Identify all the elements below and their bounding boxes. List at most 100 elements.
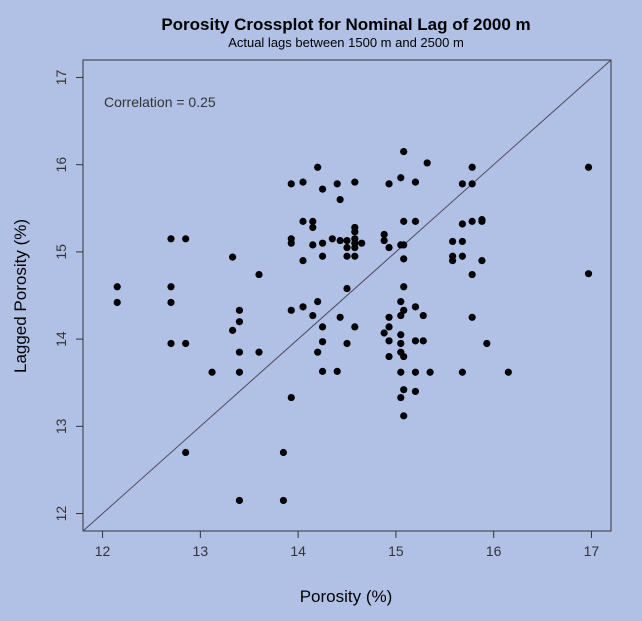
data-point <box>343 252 351 260</box>
data-point <box>235 496 244 505</box>
data-point <box>400 352 408 361</box>
data-point <box>336 195 344 204</box>
data-point <box>385 337 393 345</box>
data-point <box>423 159 431 167</box>
data-point <box>351 228 359 236</box>
data-point <box>468 270 476 279</box>
x-axis: 12 13 14 15 16 17 <box>95 531 600 559</box>
data-point <box>400 147 408 156</box>
data-point <box>411 337 420 345</box>
data-point <box>380 329 388 337</box>
data-point <box>167 283 175 291</box>
data-point <box>235 318 244 326</box>
data-points <box>113 147 593 505</box>
correlation-annotation: Correlation = 0.25 <box>104 94 216 110</box>
data-point <box>411 217 420 225</box>
data-point <box>478 257 486 265</box>
data-point <box>380 236 388 245</box>
y-tick-label: 15 <box>53 244 69 260</box>
data-point <box>426 368 434 376</box>
data-point <box>318 239 327 247</box>
chart-title: Porosity Crossplot for Nominal Lag of 20… <box>161 15 530 34</box>
data-point <box>400 386 408 394</box>
y-tick-label: 16 <box>53 157 69 173</box>
data-point <box>333 367 341 375</box>
data-point <box>299 178 307 186</box>
data-point <box>458 220 466 228</box>
data-point <box>333 180 341 188</box>
data-point <box>397 331 405 339</box>
data-point <box>584 270 593 278</box>
data-point <box>458 180 466 188</box>
data-point <box>397 174 405 182</box>
data-point <box>279 448 288 457</box>
y-tick-label: 13 <box>53 418 69 434</box>
x-tick-label: 14 <box>290 543 306 559</box>
data-point <box>584 163 593 171</box>
data-point <box>468 313 476 321</box>
data-point <box>411 303 420 311</box>
data-point <box>229 253 237 261</box>
data-point <box>397 393 405 402</box>
data-point <box>336 313 344 321</box>
data-point <box>351 323 359 331</box>
y-tick-label: 14 <box>53 331 69 347</box>
data-point <box>397 311 405 320</box>
data-point <box>167 339 175 348</box>
data-point <box>458 368 466 376</box>
data-point <box>167 235 175 243</box>
data-point <box>343 243 351 252</box>
data-point <box>385 352 393 361</box>
data-point <box>309 223 317 232</box>
data-point <box>351 252 359 260</box>
data-point <box>229 326 237 334</box>
data-point <box>351 243 359 252</box>
data-point <box>400 255 408 263</box>
chart-subtitle: Actual lags between 1500 m and 2500 m <box>228 35 464 50</box>
data-point <box>419 337 427 345</box>
data-point <box>318 185 327 193</box>
data-point <box>449 257 457 265</box>
data-point <box>314 298 322 306</box>
data-point <box>255 270 263 279</box>
y-axis-label: Lagged Porosity (%) <box>11 219 30 373</box>
data-point <box>419 311 427 320</box>
data-point <box>343 236 351 245</box>
data-point <box>397 298 405 306</box>
x-tick-label: 15 <box>388 543 404 559</box>
data-point <box>397 339 405 348</box>
data-point <box>449 237 457 246</box>
data-point <box>182 339 190 348</box>
data-point <box>287 235 295 243</box>
identity-line <box>82 59 612 532</box>
x-tick-label: 17 <box>584 543 600 559</box>
data-point <box>299 257 307 265</box>
data-point <box>343 339 351 348</box>
data-point <box>468 180 476 188</box>
data-point <box>400 217 408 225</box>
data-point <box>309 217 317 225</box>
data-point <box>318 323 327 331</box>
data-point <box>235 306 244 314</box>
data-point <box>113 298 121 307</box>
data-point <box>318 338 327 346</box>
data-point <box>411 368 420 376</box>
data-point <box>468 163 476 171</box>
data-point <box>314 348 322 356</box>
data-point <box>299 217 307 225</box>
data-point <box>380 230 388 239</box>
data-point <box>182 235 190 243</box>
plot-frame <box>82 59 612 532</box>
data-point <box>299 303 307 311</box>
data-point <box>385 313 393 321</box>
data-point <box>397 368 405 376</box>
data-point <box>287 180 295 188</box>
y-tick-label: 12 <box>53 506 69 522</box>
data-point <box>235 368 244 376</box>
data-point <box>458 237 466 246</box>
y-axis: 12 13 14 15 16 17 <box>53 69 83 521</box>
data-point <box>314 163 322 171</box>
data-point <box>504 368 512 376</box>
data-point <box>287 393 295 402</box>
